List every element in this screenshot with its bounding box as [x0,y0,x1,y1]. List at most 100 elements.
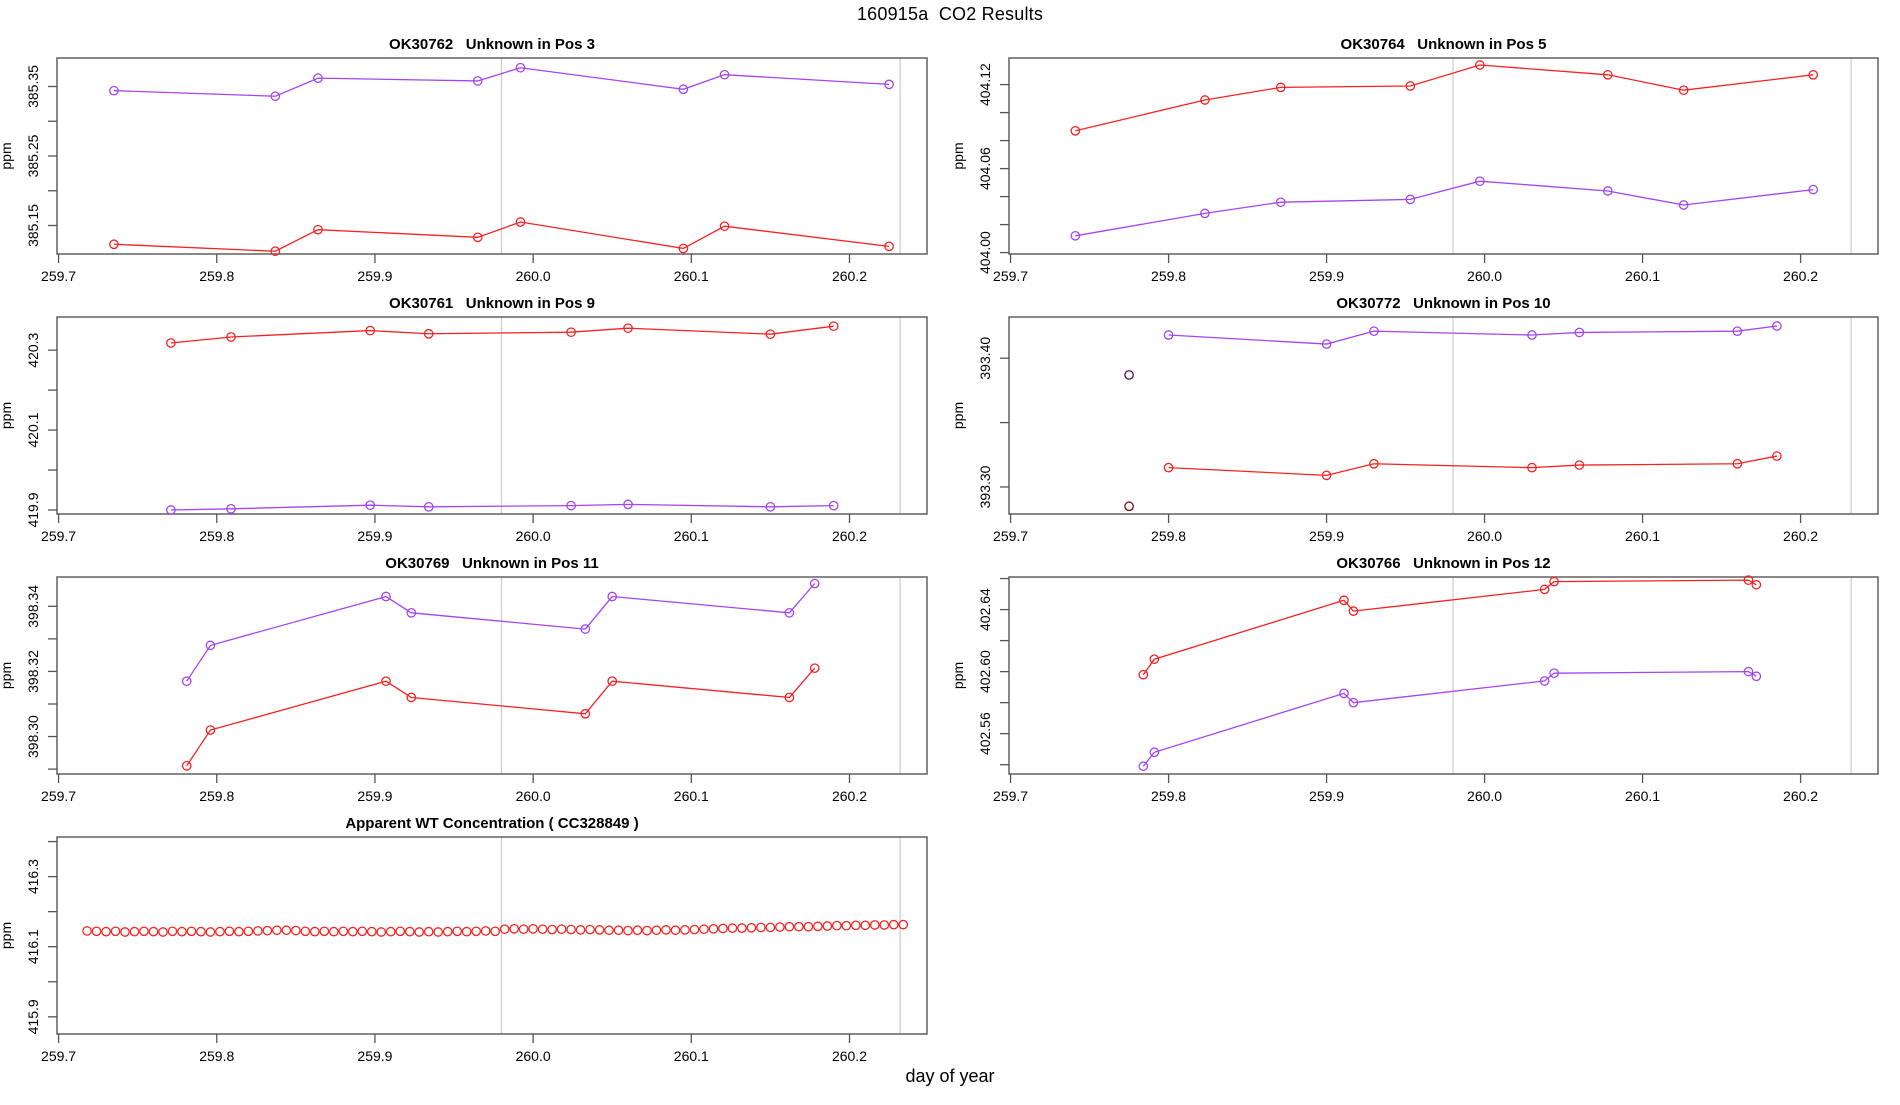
red-series-marker [1149,654,1160,665]
panel-title: OK30769 Unknown in Pos 11 [385,555,598,572]
purple-series-line [113,67,890,97]
y-tick-label: 393.40 [977,337,993,380]
x-tick-label: 259.8 [199,788,234,804]
red-wt-series-marker [461,926,472,937]
red-series [166,321,839,348]
red-series-marker [313,224,323,235]
red-series-marker [166,338,176,348]
red-wt-series-marker [395,926,406,937]
purple-series-marker [406,607,417,618]
red-wt-series-marker [291,925,301,936]
purple-series-marker [1200,208,1210,219]
red-wt-series-marker [433,927,444,937]
red-series-marker [270,246,281,257]
purple-series-marker [515,62,526,73]
panel-ok30764-pos5: OK30764 Unknown in Pos 5 259.7 259.8 259.9 2… [950,36,1879,284]
red-series-marker [205,725,216,735]
red-series-marker [784,692,795,703]
red-series-marker [365,325,376,336]
red-series-marker [678,243,689,254]
red-wt-series-marker [224,926,235,937]
purple-series-marker [828,500,839,511]
purple-series-marker [1549,668,1559,679]
red-series-marker [1751,579,1762,590]
x-tick-label: 260.0 [516,788,551,804]
x-tick-label: 260.2 [832,788,867,804]
red-wt-series-marker [490,926,501,937]
red-series-marker [381,676,391,687]
red-wt-series-marker [784,921,795,932]
red-wt-series-marker [480,926,491,936]
panel-title: OK30772 Unknown in Pos 10 [1336,295,1550,312]
red-series-marker [1549,576,1559,587]
red-wt-series-marker [347,926,358,937]
red-wt-series-marker [309,926,320,937]
figure-title: 160915a CO2 Results [856,4,1044,24]
red-wt-series-marker [442,926,453,937]
red-series-marker [1678,85,1689,96]
purple-series [181,578,820,687]
purple-series-line [170,503,834,511]
red-wt-series-marker [404,926,415,937]
red-wt-series-marker [680,925,690,935]
purple-series-marker [1070,230,1081,241]
red-wt-series-marker [575,925,586,935]
red-wt-series-marker [205,927,216,937]
plot-frame [56,576,928,775]
panel-ok30761-pos9: OK30761 Unknown in Pos 9 259.7 259.8 259.9 2… [0,295,928,544]
panel-title: OK30761 Unknown in Pos 9 [389,295,595,312]
purple-series-marker [181,676,192,687]
red-outlier-marker [1124,501,1134,512]
red-wt-series-marker [831,920,842,931]
red-wt-series-marker [765,922,776,933]
red-wt-series-marker [385,926,396,937]
panel-title: OK30766 Unknown in Pos 12 [1336,555,1550,572]
x-tick-label: 260.0 [1467,528,1502,544]
red-series [109,217,894,257]
red-series-marker [809,663,820,674]
purple-series-marker [1574,327,1585,338]
y-tick-label: 416.1 [25,929,41,964]
red-wt-series-marker [879,920,890,930]
purple-series-marker [205,640,216,651]
x-tick-label: 260.1 [674,788,709,804]
y-axis-title: ppm [0,142,14,169]
y-tick-label: 404.12 [977,63,993,106]
y-tick-label: 385.15 [25,204,41,247]
red-wt-series-marker [518,924,529,935]
red-wt-series-marker [101,926,111,937]
x-tick-label: 259.9 [357,1048,392,1064]
purple-series-marker [270,91,281,102]
x-tick-label: 259.9 [357,528,392,544]
red-wt-series-marker [338,926,349,937]
red-wt-series-marker [670,925,681,936]
red-series-line [1075,64,1814,132]
purple-series-marker [580,624,591,634]
red-wt-series-marker [196,926,206,937]
red-series-marker [515,217,526,227]
plot-frame [56,57,928,255]
x-tick-label: 259.9 [357,268,392,284]
red-wt-series-marker [737,923,747,933]
purple-series [166,499,839,515]
red-series-marker [423,328,434,339]
y-axis-title: ppm [0,402,14,429]
plot-frame [1008,316,1879,515]
purple-series-marker [566,500,576,511]
x-tick-label: 259.7 [41,268,76,284]
red-series-marker [1339,595,1349,606]
red-wt-series-marker [158,927,168,937]
x-tick-label: 260.0 [516,1048,551,1064]
red-series-marker [226,332,236,342]
panel-ok30762-pos3: OK30762 Unknown in Pos 3 259.7 259.8 259.9 2… [0,36,928,284]
red-wt-series-marker [813,921,823,932]
red-wt-series-marker [850,920,861,931]
red-series-line [1142,579,1757,676]
x-tick-label: 260.2 [832,268,867,284]
purple-series-marker [1751,671,1762,682]
purple-series-marker [226,503,236,514]
red-series-line [1168,455,1778,477]
purple-series-marker [1539,676,1550,686]
panel-ok30772-pos10: OK30772 Unknown in Pos 10 259.7 259.8 259.9… [950,295,1879,544]
